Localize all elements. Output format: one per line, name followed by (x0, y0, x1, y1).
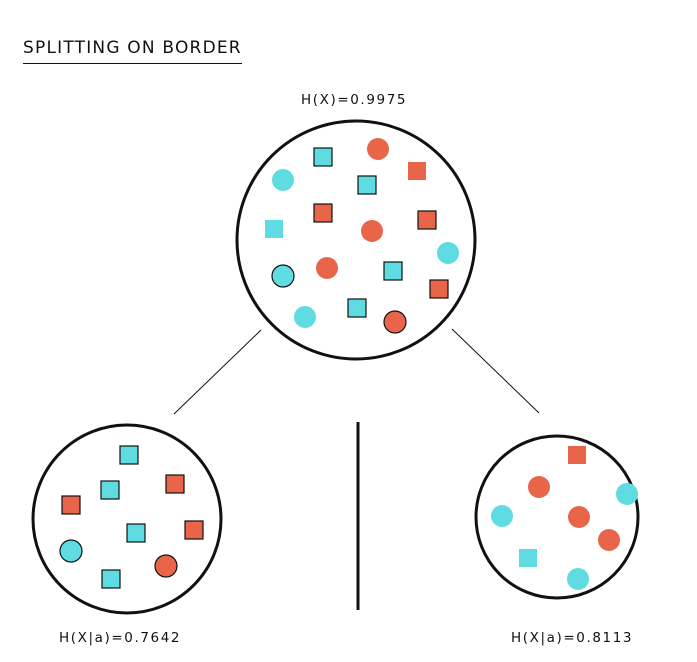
root-item-circle-16 (294, 306, 316, 328)
root-item-circle-9 (361, 220, 383, 242)
root-item-square-13 (383, 261, 403, 281)
left-item-square-4 (61, 495, 81, 515)
edge-root-left (173, 329, 262, 415)
right-item-square-7 (519, 549, 537, 567)
root-item-square-5 (357, 175, 377, 195)
root-node-circle (235, 119, 477, 361)
left-item-square-9 (101, 569, 121, 589)
right-entropy-label: H(X|a)=0.8113 (511, 630, 634, 646)
left-item-square-5 (126, 523, 146, 543)
right-item-circle-2 (528, 476, 550, 498)
right-node-circle (474, 434, 640, 600)
right-item-circle-6 (598, 529, 620, 551)
diagram-title: SPLITTING ON BORDER (23, 38, 242, 64)
root-item-square-4 (408, 162, 426, 180)
left-item-circle-7 (59, 539, 83, 563)
root-item-square-1 (313, 147, 333, 167)
left-item-square-3 (165, 474, 185, 494)
right-item-square-1 (568, 446, 586, 464)
left-item-square-6 (184, 520, 204, 540)
left-item-circle-8 (154, 554, 178, 578)
right-item-circle-8 (567, 568, 589, 590)
root-item-square-14 (429, 279, 449, 299)
left-item-square-1 (119, 445, 139, 465)
root-item-circle-12 (316, 257, 338, 279)
edge-root-right (451, 328, 540, 414)
root-item-circle-17 (383, 310, 407, 334)
root-item-circle-10 (437, 242, 459, 264)
root-item-square-7 (417, 210, 437, 230)
root-item-square-6 (313, 203, 333, 223)
left-node-items (59, 445, 204, 589)
right-item-circle-3 (616, 483, 638, 505)
right-item-circle-5 (568, 506, 590, 528)
root-item-square-15 (347, 298, 367, 318)
root-node-items (265, 138, 459, 334)
left-item-square-2 (100, 480, 120, 500)
right-item-circle-4 (491, 505, 513, 527)
root-item-circle-11 (271, 264, 295, 288)
root-entropy-label: H(X)=0.9975 (301, 92, 408, 108)
root-item-circle-3 (272, 169, 294, 191)
root-item-circle-2 (367, 138, 389, 160)
right-node-items (491, 446, 638, 590)
left-entropy-label: H(X|a)=0.7642 (59, 630, 182, 646)
root-item-square-8 (265, 220, 283, 238)
